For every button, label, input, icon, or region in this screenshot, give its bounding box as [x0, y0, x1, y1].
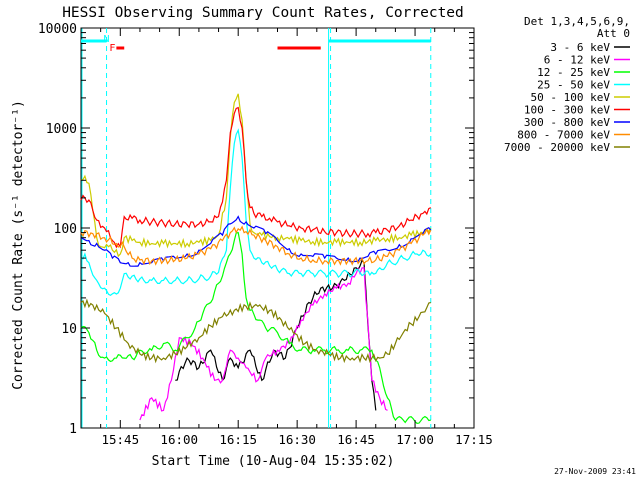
- series-line-6: [80, 215, 432, 267]
- x-tick-label-1: 16:00: [160, 432, 198, 447]
- y-axis-label: Corrected Count Rate (s⁻¹ detector⁻¹): [11, 100, 26, 390]
- y-tick-label-0: 1: [69, 422, 77, 437]
- legend-title-line-1: Att 0: [597, 27, 630, 40]
- series-7: [80, 225, 432, 266]
- x-tick-label-5: 17:00: [396, 432, 434, 447]
- series-line-7: [80, 225, 432, 266]
- chart-title: HESSI Observing Summary Count Rates, Cor…: [62, 5, 464, 21]
- series-6: [80, 215, 432, 267]
- series-line-1: [139, 267, 388, 421]
- y-tick-label-4: 10000: [38, 22, 77, 37]
- series-line-4: [80, 93, 432, 258]
- y-tick-label-3: 1000: [46, 122, 77, 137]
- series-4: [80, 93, 432, 258]
- series-line-3: [80, 128, 432, 297]
- series-line-5: [80, 106, 432, 249]
- x-tick-label-3: 16:30: [278, 432, 316, 447]
- series-8: [80, 298, 431, 364]
- legend-entry-label-7: 800 - 7000 keV: [517, 129, 610, 142]
- x-tick-label-6: 17:15: [455, 432, 493, 447]
- legend-title-line-0: Det 1,3,4,5,6,9,: [524, 15, 630, 28]
- series-5: [80, 106, 432, 249]
- attenuator-marker-f: F: [109, 43, 115, 54]
- series-0: [175, 259, 377, 411]
- series-line-8: [80, 298, 431, 364]
- legend-entry-label-3: 25 - 50 keV: [537, 79, 610, 92]
- legend-entry-label-6: 300 - 800 keV: [524, 116, 610, 129]
- observing-bars: [81, 39, 431, 50]
- legend-entry-label-0: 3 - 6 keV: [550, 41, 610, 54]
- legend-entry-label-4: 50 - 100 keV: [531, 91, 611, 104]
- plot-area: NF: [80, 27, 475, 429]
- x-tick-label-2: 16:15: [219, 432, 257, 447]
- legend-entry-label-8: 7000 - 20000 keV: [504, 141, 610, 154]
- x-tick-label-0: 15:45: [101, 432, 139, 447]
- attenuator-markers: NF: [104, 34, 116, 54]
- attenuator-marker-n: N: [104, 34, 110, 45]
- series-3: [80, 128, 432, 297]
- y-tick-label-2: 100: [54, 222, 77, 237]
- series-line-0: [175, 259, 377, 411]
- legend-entry-label-1: 6 - 12 keV: [544, 54, 611, 67]
- series-layer: [80, 93, 432, 425]
- x-axis: 15:45 16:00 16:15 16:30 16:45 17:00 17:15: [80, 28, 493, 447]
- x-axis-label: Start Time (10-Aug-04 15:35:02): [152, 454, 395, 469]
- plot-timestamp: 27-Nov-2009 23:41: [554, 467, 636, 476]
- y-axis: 1 10 100 1000 10000: [38, 22, 474, 437]
- series-1: [139, 267, 388, 421]
- x-tick-label-4: 16:45: [337, 432, 375, 447]
- y-tick-label-1: 10: [61, 322, 77, 337]
- legend-entry-label-2: 12 - 25 keV: [537, 66, 610, 79]
- legend-entry-label-5: 100 - 300 keV: [524, 104, 610, 117]
